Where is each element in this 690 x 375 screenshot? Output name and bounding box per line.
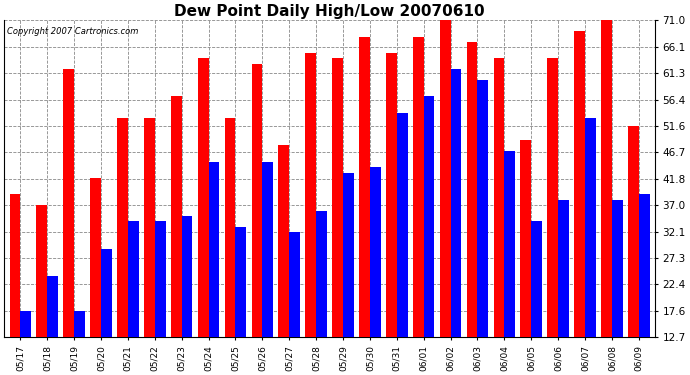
Bar	[74, 310, 85, 375]
Bar	[90, 178, 101, 375]
Bar	[547, 58, 558, 375]
Bar	[466, 42, 477, 375]
Bar	[117, 118, 128, 375]
Bar	[181, 216, 193, 375]
Bar	[63, 69, 74, 375]
Bar	[612, 200, 622, 375]
Bar	[397, 113, 408, 375]
Bar	[289, 232, 300, 375]
Bar	[155, 221, 166, 375]
Bar	[601, 20, 612, 375]
Bar	[10, 194, 20, 375]
Bar	[639, 194, 649, 375]
Bar	[558, 200, 569, 375]
Bar	[37, 205, 47, 375]
Bar	[171, 96, 181, 375]
Bar	[279, 146, 289, 375]
Bar	[47, 276, 58, 375]
Bar	[333, 58, 343, 375]
Bar	[20, 310, 31, 375]
Bar	[628, 126, 639, 375]
Bar	[370, 167, 381, 375]
Bar	[440, 20, 451, 375]
Bar	[386, 53, 397, 375]
Text: Copyright 2007 Cartronics.com: Copyright 2007 Cartronics.com	[8, 27, 139, 36]
Bar	[493, 58, 504, 375]
Title: Dew Point Daily High/Low 20070610: Dew Point Daily High/Low 20070610	[175, 4, 485, 19]
Bar	[343, 172, 354, 375]
Bar	[359, 37, 370, 375]
Bar	[306, 53, 316, 375]
Bar	[208, 162, 219, 375]
Bar	[144, 118, 155, 375]
Bar	[316, 210, 327, 375]
Bar	[574, 31, 585, 375]
Bar	[101, 249, 112, 375]
Bar	[451, 69, 462, 375]
Bar	[198, 58, 208, 375]
Bar	[531, 221, 542, 375]
Bar	[477, 80, 489, 375]
Bar	[235, 227, 246, 375]
Bar	[585, 118, 595, 375]
Bar	[252, 64, 262, 375]
Bar	[413, 37, 424, 375]
Bar	[128, 221, 139, 375]
Bar	[504, 151, 515, 375]
Bar	[520, 140, 531, 375]
Bar	[262, 162, 273, 375]
Bar	[225, 118, 235, 375]
Bar	[424, 96, 435, 375]
